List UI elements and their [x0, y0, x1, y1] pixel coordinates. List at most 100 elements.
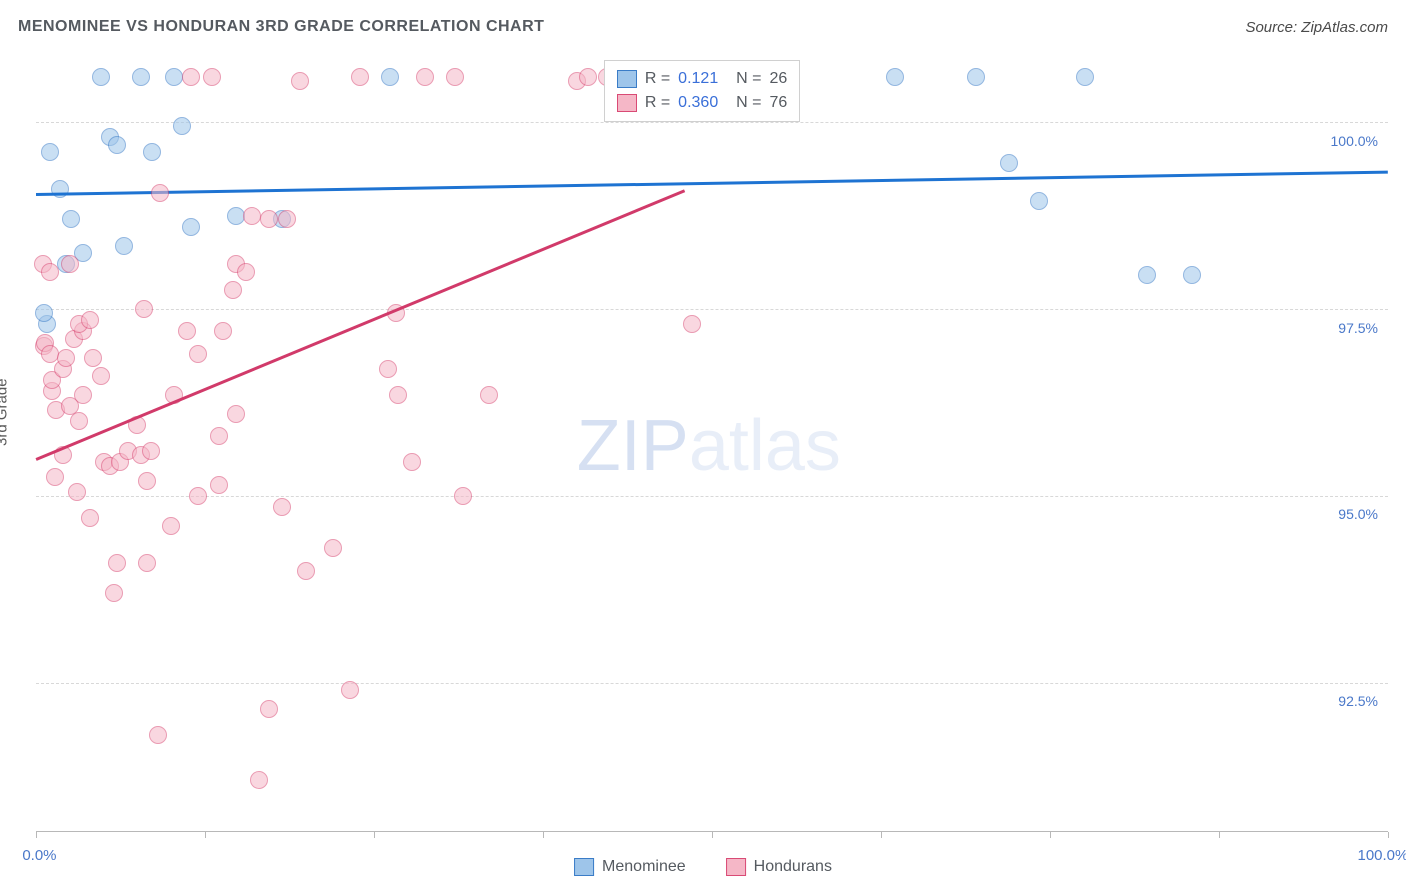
data-point	[278, 210, 296, 228]
data-point	[108, 136, 126, 154]
data-point	[1076, 68, 1094, 86]
data-point	[416, 68, 434, 86]
data-point	[579, 68, 597, 86]
chart-source: Source: ZipAtlas.com	[1245, 19, 1388, 36]
data-point	[210, 476, 228, 494]
n-value: 76	[770, 94, 788, 112]
data-point	[224, 281, 242, 299]
data-point	[149, 726, 167, 744]
data-point	[178, 322, 196, 340]
data-point	[135, 300, 153, 318]
data-point	[237, 263, 255, 281]
data-point	[35, 304, 53, 322]
trend-line	[36, 190, 686, 461]
data-point	[138, 554, 156, 572]
data-point	[41, 263, 59, 281]
data-point	[243, 207, 261, 225]
data-point	[46, 468, 64, 486]
gridline	[36, 122, 1388, 123]
data-point	[51, 180, 69, 198]
x-tick	[374, 832, 375, 838]
data-point	[162, 517, 180, 535]
data-point	[189, 487, 207, 505]
x-axis-min-label: 0.0%	[22, 847, 56, 864]
data-point	[182, 68, 200, 86]
data-point	[446, 68, 464, 86]
data-point	[61, 255, 79, 273]
data-point	[886, 68, 904, 86]
data-point	[105, 584, 123, 602]
x-tick	[712, 832, 713, 838]
x-tick	[881, 832, 882, 838]
gridline	[36, 309, 1388, 310]
data-point	[379, 360, 397, 378]
r-value: 0.121	[678, 70, 728, 88]
data-point	[214, 322, 232, 340]
data-point	[115, 237, 133, 255]
bottom-legend-item: Hondurans	[726, 858, 832, 876]
data-point	[70, 412, 88, 430]
data-point	[260, 210, 278, 228]
data-point	[151, 184, 169, 202]
data-point	[173, 117, 191, 135]
data-point	[403, 453, 421, 471]
y-tick-label: 95.0%	[1336, 506, 1380, 522]
data-point	[132, 68, 150, 86]
data-point	[62, 210, 80, 228]
data-point	[341, 681, 359, 699]
x-tick	[1219, 832, 1220, 838]
r-label: R =	[645, 70, 670, 88]
data-point	[41, 143, 59, 161]
data-point	[189, 345, 207, 363]
data-point	[92, 68, 110, 86]
data-point	[381, 68, 399, 86]
legend-row: R =0.360N =76	[615, 91, 789, 115]
x-tick	[36, 832, 37, 838]
data-point	[203, 68, 221, 86]
data-point	[108, 554, 126, 572]
data-point	[74, 386, 92, 404]
gridline	[36, 496, 1388, 497]
data-point	[210, 427, 228, 445]
data-point	[227, 405, 245, 423]
legend-label: Hondurans	[754, 858, 832, 876]
data-point	[389, 386, 407, 404]
legend-swatch	[617, 70, 637, 88]
gridline	[36, 683, 1388, 684]
chart-title: MENOMINEE VS HONDURAN 3RD GRADE CORRELAT…	[18, 18, 544, 36]
data-point	[92, 367, 110, 385]
watermark-atlas: atlas	[689, 406, 841, 486]
x-axis-max-label: 100.0%	[1357, 847, 1406, 864]
data-point	[250, 771, 268, 789]
data-point	[182, 218, 200, 236]
data-point	[84, 349, 102, 367]
bottom-legend-item: Menominee	[574, 858, 686, 876]
data-point	[41, 345, 59, 363]
data-point	[683, 315, 701, 333]
data-point	[68, 483, 86, 501]
y-axis-label: 3rd Grade	[0, 378, 11, 446]
legend-swatch	[617, 94, 637, 112]
data-point	[1030, 192, 1048, 210]
data-point	[81, 509, 99, 527]
correlation-legend-box: R =0.121N =26R =0.360N =76	[604, 60, 800, 122]
trend-line	[36, 171, 1388, 196]
data-point	[291, 72, 309, 90]
data-point	[165, 68, 183, 86]
data-point	[324, 539, 342, 557]
data-point	[480, 386, 498, 404]
data-point	[1000, 154, 1018, 172]
data-point	[81, 311, 99, 329]
y-tick-label: 97.5%	[1336, 320, 1380, 336]
data-point	[1183, 266, 1201, 284]
watermark-zip: ZIP	[577, 406, 689, 486]
y-tick-label: 92.5%	[1336, 693, 1380, 709]
r-value: 0.360	[678, 94, 728, 112]
data-point	[351, 68, 369, 86]
bottom-legend: Menominee Hondurans	[574, 858, 832, 876]
legend-swatch	[574, 858, 594, 876]
data-point	[273, 498, 291, 516]
legend-swatch	[726, 858, 746, 876]
data-point	[57, 349, 75, 367]
watermark: ZIPatlas	[577, 405, 841, 487]
